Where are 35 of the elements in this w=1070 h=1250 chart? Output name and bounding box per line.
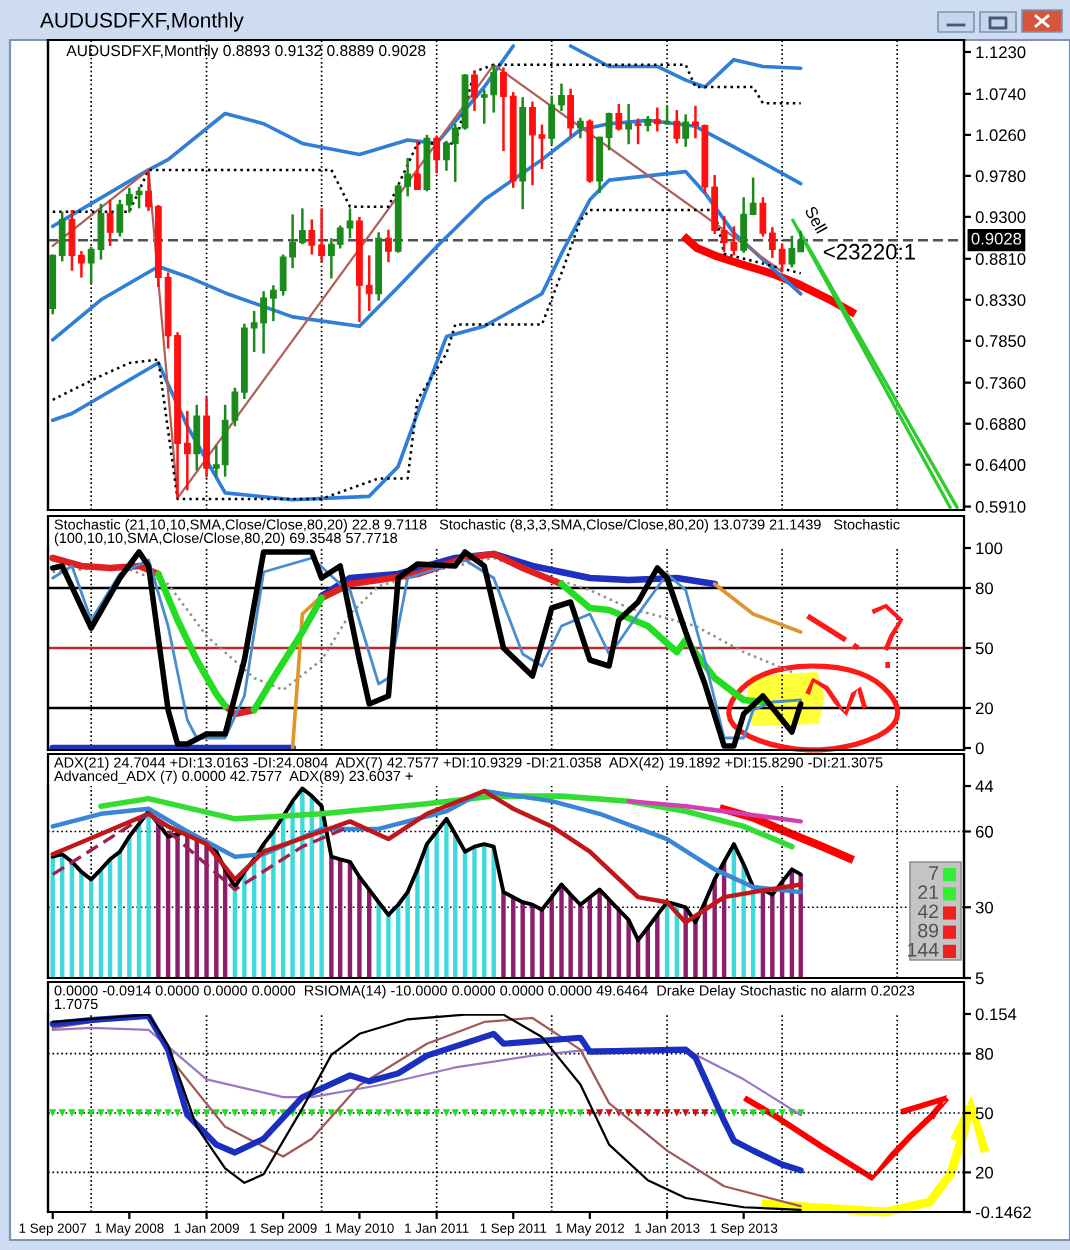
annotation: 7 (929, 866, 939, 880)
annotation: 144 (908, 943, 939, 957)
y-tick-label: 80 (975, 1048, 993, 1060)
y-tick-label: 0 (975, 742, 984, 755)
y2-tick-label: 0.154 (975, 1008, 1017, 1021)
y-tick-label: 80 (975, 582, 993, 595)
y-tick-label: 0.8330 (975, 294, 1026, 306)
y-tick-label: 1.1230 (976, 46, 1026, 59)
y-tick-label: 50 (975, 642, 993, 655)
y-tick-label: 0.9780 (975, 170, 1026, 183)
y-tick-label: 100 (976, 542, 1003, 555)
annotation: <23220:1 (823, 243, 916, 260)
y2-tick-label: 5 (975, 972, 984, 985)
annotation: 42 (917, 904, 939, 919)
y-tick-label: 0.9300 (975, 211, 1026, 224)
y-tick-label: 20 (975, 702, 993, 715)
y-tick-label: 0.7850 (975, 335, 1026, 347)
y-tick-label: 60 (975, 825, 993, 838)
y-tick-label: 30 (975, 901, 993, 914)
ref-line-label: 0.9028 (971, 232, 1022, 245)
annotation: Sell (804, 205, 828, 234)
y-tick-label: 1.0740 (976, 88, 1026, 101)
y-tick-label: 1.0260 (976, 129, 1026, 142)
y-tick-label: 0.7360 (975, 377, 1026, 389)
y2-tick-label: -0.1462 (975, 1206, 1031, 1219)
y2-tick-label: 44 (975, 780, 994, 793)
y-tick-label: 50 (975, 1107, 993, 1120)
y-tick-label: 0.5910 (975, 500, 1026, 513)
y-tick-label: 0.8810 (975, 253, 1026, 265)
chart-title: AUDUSDFXF,Monthly (40, 12, 244, 32)
y-tick-label: 0.6880 (975, 418, 1026, 430)
y-tick-label: 20 (975, 1166, 993, 1179)
annotation: 89 (918, 923, 939, 938)
y-tick-label: 0.6400 (975, 459, 1026, 471)
annotation: 21 (918, 885, 939, 899)
